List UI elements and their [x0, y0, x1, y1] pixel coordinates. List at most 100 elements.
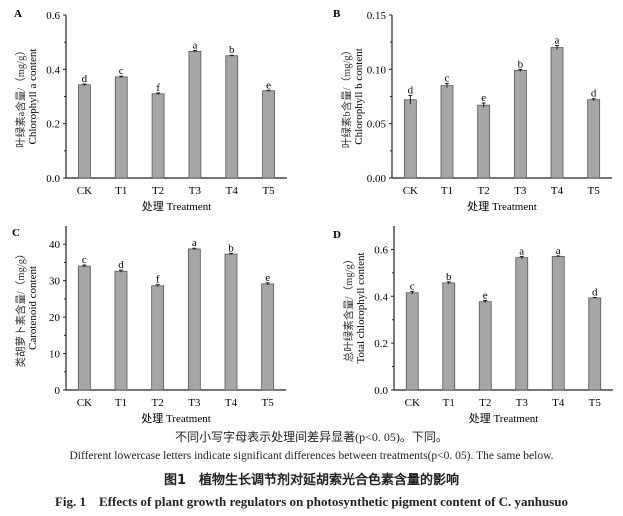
y-tick-label: 0.10 [367, 64, 387, 76]
y-axis-label-cn: 叶绿素b含量/（mg/g） [340, 45, 353, 148]
chart-panel-A: A 0.0 0.2 0.4 0.6 d CK c T1 f T2 a T3 b T4 e T5 处理 Treatm… [14, 8, 287, 213]
y-axis-label-en: Chlorophyll b content [353, 48, 365, 145]
x-axis-label: 处理 Treatment [467, 200, 537, 213]
x-tick-label: T2 [479, 397, 491, 409]
significance-letter: d [592, 286, 598, 298]
x-tick-label: T4 [551, 185, 564, 197]
bar-T3 [515, 257, 529, 391]
y-tick-label: 0.2 [374, 338, 388, 350]
y-tick-label: 0 [55, 385, 61, 397]
y-tick-label: 30 [49, 276, 61, 288]
x-tick-label: T1 [115, 397, 127, 409]
significance-letter: b [518, 58, 524, 70]
x-tick-label: T3 [188, 397, 201, 409]
bar-T5 [587, 99, 601, 179]
x-tick-label: T5 [588, 185, 601, 197]
x-tick-label: T3 [189, 185, 202, 197]
x-tick-label: T2 [152, 185, 164, 197]
y-tick-label: 0.6 [46, 10, 60, 22]
y-tick-label: 20 [49, 312, 61, 324]
bar-T4 [550, 47, 564, 179]
x-tick-label: T2 [478, 185, 490, 197]
x-tick-label: T4 [552, 397, 565, 409]
y-tick-label: 0.2 [46, 119, 60, 131]
significance-letter: f [156, 274, 160, 286]
y-axis-label-cn: 类胡萝卜素含量/（mg/g） [14, 248, 27, 367]
y-tick-label: 0.0 [46, 173, 60, 185]
significance-letter: e [483, 290, 488, 302]
bar-T2 [151, 285, 165, 391]
chart-panel-B: B 0.00 0.05 0.10 0.15 d CK c T1 e T2 b T3 a T4 d T5 处理 Tr… [333, 8, 612, 213]
x-axis-label: 处理 Treatment [142, 200, 212, 213]
x-tick-label: CK [77, 185, 92, 197]
significance-letter: a [555, 34, 560, 46]
x-axis-label: 处理 Treatment [469, 412, 539, 425]
significance-letter: b [229, 44, 235, 56]
y-axis-label-cn: 总叶绿素含量/（mg/g） [342, 254, 355, 363]
bar-T5 [262, 90, 275, 179]
bar-T5 [588, 297, 602, 391]
bar-T3 [187, 248, 201, 391]
bar-CK [77, 265, 91, 391]
panel-label: C [12, 227, 20, 239]
y-tick-label: 10 [49, 349, 61, 361]
x-tick-label: T5 [262, 185, 275, 197]
x-tick-label: T1 [441, 185, 453, 197]
bar-T1 [114, 76, 128, 179]
bar-T4 [225, 55, 239, 179]
significance-letter: d [591, 88, 597, 100]
bar-T3 [513, 70, 527, 179]
bar-T2 [478, 301, 492, 391]
y-tick-label: 40 [49, 239, 61, 251]
significance-letter: d [408, 84, 414, 96]
significance-letter: f [156, 82, 160, 94]
chart-panel-C: C 0 10 20 30 40 c CK d T1 f T2 a T3 b T4 e T5 处理 Treatment… [12, 226, 286, 425]
significance-letter: e [481, 92, 486, 104]
x-tick-label: T4 [225, 397, 238, 409]
significance-letter: c [410, 280, 415, 292]
x-tick-label: T1 [115, 185, 127, 197]
x-tick-label: CK [405, 397, 420, 409]
x-axis-label: 处理 Treatment [141, 412, 211, 425]
significance-letter: e [265, 272, 270, 284]
panel-label: B [333, 8, 341, 20]
y-axis-label-cn: 叶绿素a含量/（mg/g） [14, 45, 27, 148]
x-tick-label: T3 [516, 397, 529, 409]
y-tick-label: 0.00 [367, 173, 387, 185]
x-tick-label: T2 [152, 397, 164, 409]
x-tick-label: CK [403, 185, 418, 197]
x-tick-label: T4 [226, 185, 239, 197]
bar-CK [405, 292, 419, 391]
bar-CK [403, 99, 417, 179]
significance-letter: a [192, 237, 197, 249]
significance-letter: a [519, 245, 524, 257]
figure-title-en: Fig. 1 Effects of plant growth regulator… [54, 494, 569, 509]
panel-label: D [333, 229, 341, 241]
y-tick-label: 0.4 [46, 64, 60, 76]
bar-T3 [188, 51, 202, 179]
bar-T4 [224, 253, 238, 391]
x-tick-label: CK [77, 397, 92, 409]
significance-letter: c [119, 65, 124, 77]
x-tick-label: T3 [514, 185, 527, 197]
y-axis-label-en: Carotenoid content [27, 266, 39, 350]
charts: A 0.0 0.2 0.4 0.6 d CK c T1 f T2 a T3 b T4 e T5 处理 Treatm… [12, 8, 613, 425]
bar-T2 [477, 104, 491, 179]
significance-letter: c [445, 72, 450, 84]
significance-letter: a [556, 245, 561, 257]
y-tick-label: 0.0 [374, 385, 388, 397]
bar-T4 [551, 256, 565, 391]
y-axis-label-en: Total chlorophyll content [355, 252, 367, 363]
significance-letter: c [82, 254, 87, 266]
significance-letter: e [266, 79, 271, 91]
y-tick-label: 0.15 [367, 10, 387, 22]
x-tick-label: T1 [443, 397, 455, 409]
bar-T1 [442, 282, 456, 391]
bar-T1 [114, 270, 128, 391]
figure-title-cn: 图1 植物生长调节剂对延胡索光合色素含量的影响 [163, 473, 460, 488]
panel-label: A [14, 8, 22, 20]
significance-letter: b [446, 271, 452, 283]
chart-panel-D: D 0.0 0.2 0.4 0.6 c CK b T1 e T2 a T3 a T4 d T5 处理 Treatm… [333, 226, 613, 425]
significance-letter: b [228, 242, 234, 254]
significance-letter: d [82, 73, 88, 85]
